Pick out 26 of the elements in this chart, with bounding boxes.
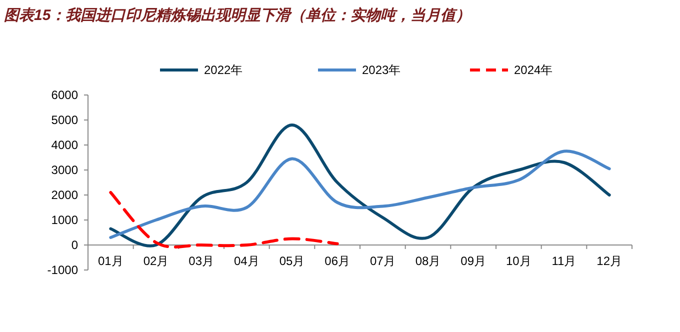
chart-title: 图表15：我国进口印尼精炼锡出现明显下滑（单位：实物吨，当月值） bbox=[4, 6, 471, 24]
x-tick-label: 03月 bbox=[188, 254, 214, 268]
y-tick-label: 1000 bbox=[51, 213, 78, 227]
y-tick-label: 6000 bbox=[51, 88, 78, 102]
x-tick-label: 09月 bbox=[460, 254, 486, 268]
x-tick-label: 04月 bbox=[234, 254, 260, 268]
x-tick-label: 11月 bbox=[552, 254, 576, 268]
line-series bbox=[109, 150, 611, 239]
legend-label: 2023年 bbox=[362, 63, 401, 77]
x-tick-label: 12月 bbox=[596, 254, 622, 268]
x-tick-label: 06月 bbox=[324, 254, 350, 268]
y-tick-label: -1000 bbox=[47, 263, 78, 277]
x-tick-label: 02月 bbox=[143, 254, 169, 268]
x-tick-label: 01月 bbox=[98, 254, 124, 268]
x-tick-label: 07月 bbox=[370, 254, 396, 268]
y-tick-label: 5000 bbox=[51, 113, 78, 127]
y-tick-label: 2000 bbox=[51, 188, 78, 202]
legend-label: 2024年 bbox=[514, 63, 553, 77]
line-series bbox=[109, 124, 611, 248]
y-tick-label: 3000 bbox=[51, 163, 78, 177]
y-tick-label: 4000 bbox=[51, 138, 78, 152]
x-tick-label: 08月 bbox=[415, 254, 441, 268]
x-tick-label: 05月 bbox=[279, 254, 305, 268]
x-tick-label: 10月 bbox=[506, 254, 532, 268]
y-tick-label: 0 bbox=[71, 238, 78, 252]
legend-label: 2022年 bbox=[204, 63, 243, 77]
